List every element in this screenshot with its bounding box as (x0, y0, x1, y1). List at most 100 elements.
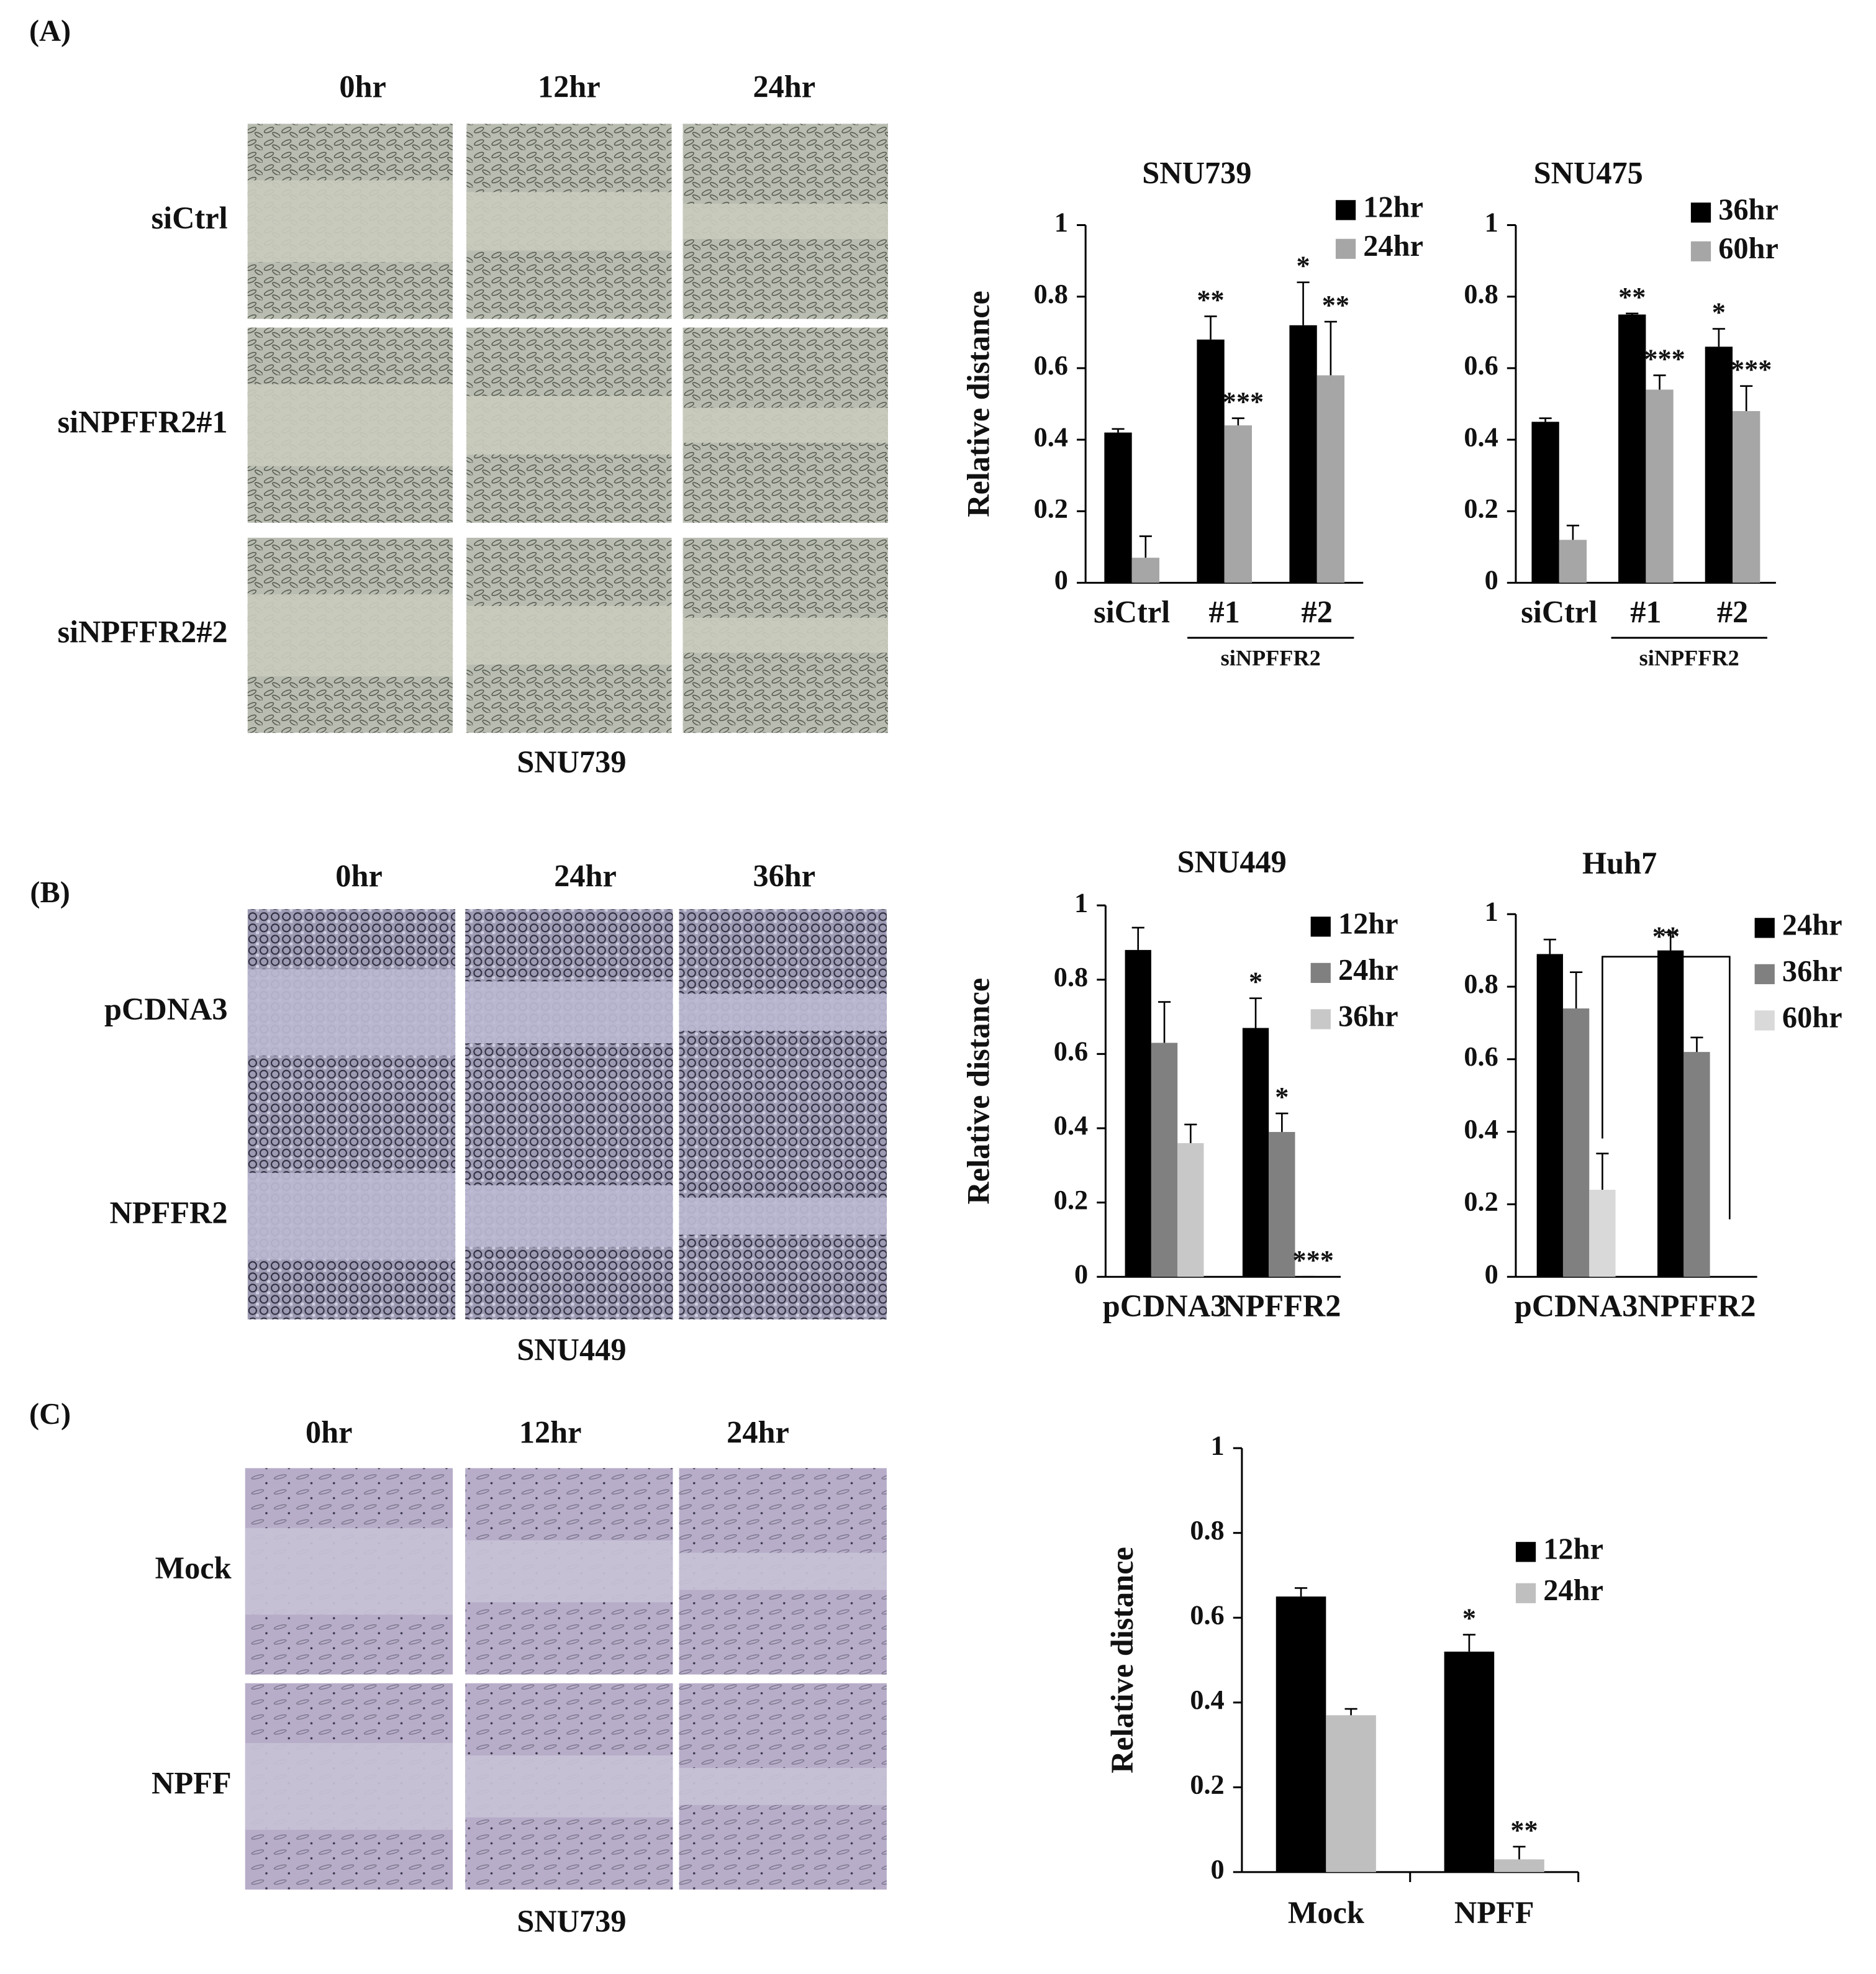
significance: *** (1292, 1245, 1333, 1275)
micrograph (466, 124, 672, 319)
bar (1733, 411, 1760, 583)
column-label: 12hr (519, 1415, 582, 1450)
error-bar (1690, 1036, 1703, 1053)
error-bar (1249, 997, 1262, 1028)
micrograph (465, 1683, 673, 1890)
error-bar (1664, 931, 1677, 951)
micrograph (465, 1468, 673, 1675)
y-tick-label: 0.4 (1464, 1114, 1498, 1144)
wound-gap (247, 594, 453, 677)
legend-label: 60hr (1718, 232, 1779, 265)
legend-label: 36hr (1782, 955, 1842, 988)
significance: ** (1510, 1815, 1538, 1845)
bar (1125, 949, 1151, 1277)
legend-swatch (1754, 964, 1775, 984)
chart-title: Huh7 (1582, 846, 1657, 881)
micrograph (466, 327, 672, 523)
significance: ** (1197, 284, 1224, 315)
wound-gap (465, 1185, 673, 1247)
wound-gap (247, 384, 453, 466)
error-bar (1570, 971, 1583, 1009)
wound-gap (679, 994, 887, 1031)
bar (1705, 346, 1733, 583)
y-tick-label: 1 (1211, 1430, 1225, 1460)
wound-gap (247, 969, 456, 1056)
column-label: 0hr (339, 70, 386, 104)
bar (1444, 1651, 1495, 1872)
row-label: siNPFFR2#2 (58, 615, 228, 650)
wound-gap (679, 1768, 887, 1805)
micrograph (247, 124, 453, 319)
error-bar (1596, 1152, 1609, 1190)
micrograph (679, 1113, 887, 1320)
column-label: 0hr (335, 858, 383, 893)
significance: ** (1322, 290, 1349, 320)
bar (1646, 389, 1674, 583)
bar (1276, 1596, 1326, 1872)
y-tick-label: 0.8 (1054, 962, 1088, 992)
error-bar (1740, 385, 1753, 412)
error-bar (1184, 1123, 1197, 1143)
bar (1589, 1190, 1616, 1277)
group-label: siNPFFR2 (1221, 646, 1321, 671)
y-tick-label: 0 (1074, 1259, 1088, 1289)
y-tick-label: 0.4 (1054, 1110, 1088, 1141)
y-tick-label: 0.4 (1190, 1685, 1224, 1715)
legend-swatch (1310, 917, 1331, 937)
bar (1494, 1859, 1544, 1872)
panel-label: (A) (29, 14, 71, 47)
legend-label: 12hr (1338, 907, 1398, 940)
bar (1197, 339, 1225, 583)
wound-gap (245, 1528, 453, 1615)
column-label: 24hr (753, 70, 815, 104)
legend-label: 60hr (1782, 1001, 1842, 1034)
y-tick-label: 0 (1485, 1259, 1498, 1289)
row-label: siCtrl (152, 201, 228, 235)
legend-swatch (1335, 200, 1356, 220)
wound-gap (465, 1540, 673, 1603)
x-tick-label: NPFFR2 (1638, 1288, 1756, 1323)
y-tick-label: 0 (1054, 565, 1068, 595)
caption: SNU739 (517, 1904, 626, 1939)
error-bar (1231, 417, 1244, 426)
caption: SNU739 (517, 745, 626, 779)
bar (1531, 422, 1559, 583)
group-label: siNPFFR2 (1639, 646, 1739, 671)
bracket (1602, 956, 1731, 1220)
y-axis-label: Relative distance (961, 978, 996, 1205)
x-tick-label: NPFF (1454, 1895, 1534, 1930)
bar (1151, 1043, 1178, 1277)
panel-label: (C) (29, 1398, 71, 1431)
row-label: NPFFR2 (109, 1195, 227, 1230)
bar (1326, 1715, 1376, 1872)
bar (1316, 375, 1345, 583)
column-label: 12hr (538, 70, 600, 104)
chart-title: SNU449 (1177, 844, 1287, 879)
y-tick-label: 0.4 (1464, 422, 1498, 452)
micrograph (679, 1468, 887, 1675)
micrograph (682, 327, 888, 523)
legend-label: 24hr (1782, 908, 1842, 941)
y-tick-label: 0.2 (1464, 493, 1498, 523)
y-tick-label: 0.2 (1054, 1185, 1088, 1215)
y-tick-label: 0 (1485, 565, 1498, 595)
x-tick-label: siCtrl (1521, 594, 1597, 629)
wound-gap (245, 1743, 453, 1830)
micrograph (679, 1683, 887, 1890)
legend-swatch (1515, 1542, 1536, 1562)
bar (1131, 558, 1159, 583)
column-label: 36hr (753, 858, 815, 893)
wound-gap (682, 204, 888, 239)
y-axis-label: Relative distance (961, 291, 996, 517)
micrograph (466, 537, 672, 733)
error-bar (1204, 315, 1217, 340)
error-bar (1324, 320, 1337, 376)
legend-label: 36hr (1338, 1000, 1398, 1033)
bar (1242, 1028, 1269, 1277)
chart-title: SNU739 (1142, 156, 1251, 191)
legend-swatch (1310, 1009, 1331, 1030)
significance: ** (1652, 921, 1680, 952)
legend-label: 12hr (1363, 191, 1423, 224)
